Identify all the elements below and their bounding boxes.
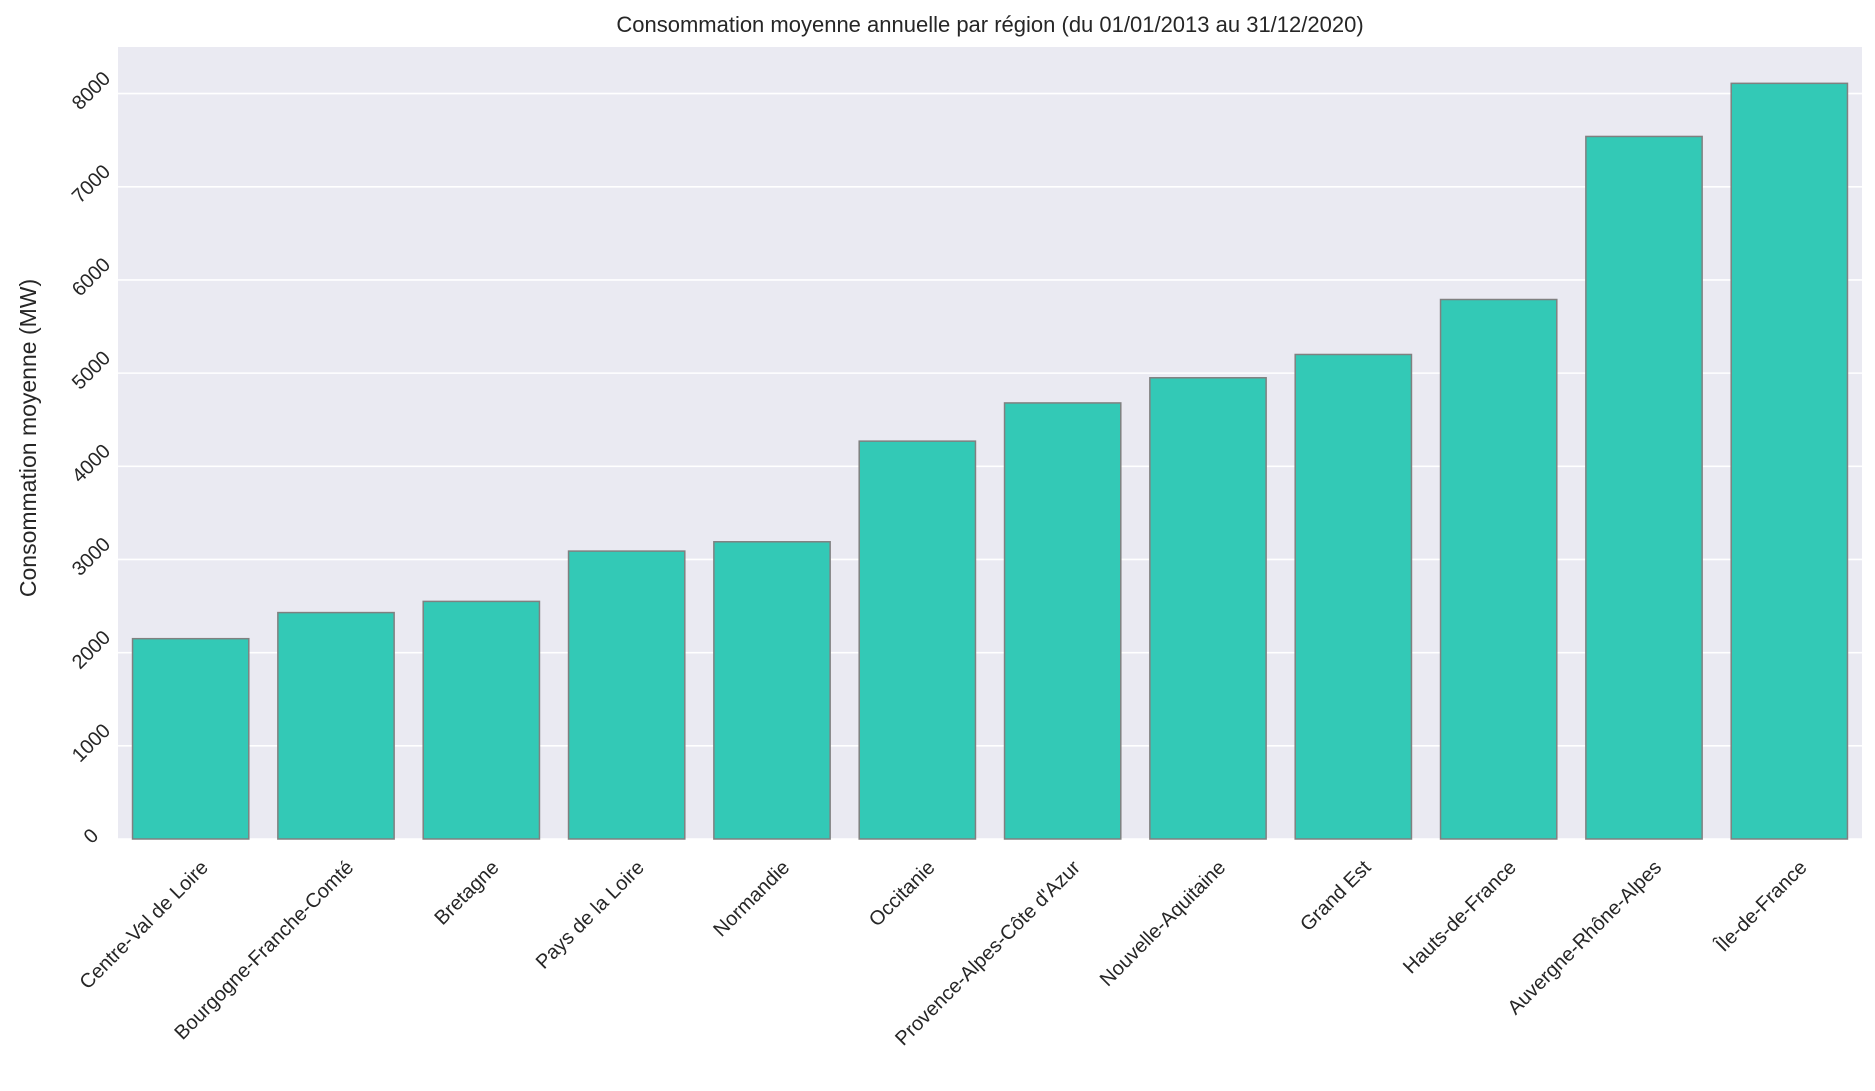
y-tick-label: 2000 bbox=[68, 627, 115, 674]
x-tick-label: Centre-Val de Loire bbox=[76, 857, 213, 994]
bars bbox=[131, 82, 1849, 840]
x-tick-label: Grand Est bbox=[1296, 856, 1376, 936]
bar bbox=[1730, 82, 1849, 840]
y-tick-label: 3000 bbox=[68, 533, 115, 580]
y-tick-label: 5000 bbox=[68, 347, 115, 394]
x-tick-labels: Centre-Val de LoireBourgogne-Franche-Com… bbox=[76, 856, 1812, 1050]
bar bbox=[277, 611, 395, 840]
x-tick-label: Bretagne bbox=[431, 857, 504, 930]
x-tick-label: Île-de-France bbox=[1710, 856, 1811, 957]
y-tick-label: 6000 bbox=[68, 254, 115, 301]
bar bbox=[858, 440, 977, 840]
y-tick-label: 4000 bbox=[68, 440, 115, 487]
bar bbox=[1439, 298, 1558, 840]
bar bbox=[131, 637, 250, 840]
grid-lines bbox=[118, 92, 1862, 840]
y-tick-label: 7000 bbox=[68, 161, 115, 208]
bar bbox=[1003, 402, 1122, 840]
bar bbox=[422, 600, 541, 840]
y-tick-label: 8000 bbox=[68, 68, 115, 115]
y-tick-labels: 0 1000 2000 3000 4000 5000 6000 7000 8000 bbox=[68, 68, 115, 849]
x-tick-label: Normandie bbox=[709, 857, 794, 942]
bar bbox=[1149, 377, 1267, 840]
chart-title: Consommation moyenne annuelle par région… bbox=[616, 12, 1363, 37]
y-axis-label: Consommation moyenne (MW) bbox=[15, 279, 41, 597]
bar bbox=[567, 550, 686, 840]
y-tick-label: 1000 bbox=[68, 720, 115, 767]
plot-area bbox=[118, 47, 1862, 839]
x-tick-label: Pays de la Loire bbox=[532, 857, 649, 974]
x-tick-label: Auvergne-Rhône-Alpes bbox=[1504, 857, 1667, 1020]
y-tick-label: 0 bbox=[80, 825, 103, 848]
x-tick-label: Hauts-de-France bbox=[1399, 857, 1521, 979]
bar bbox=[713, 541, 831, 840]
bar bbox=[1585, 135, 1703, 840]
bar bbox=[1294, 353, 1413, 840]
x-tick-label: Occitanie bbox=[865, 857, 940, 932]
x-tick-label: Nouvelle-Aquitaine bbox=[1096, 857, 1230, 991]
